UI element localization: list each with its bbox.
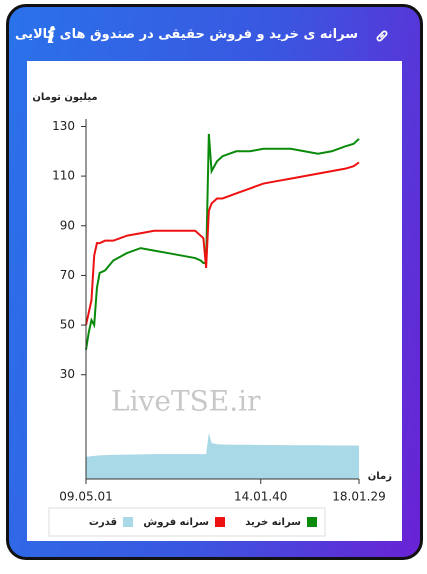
link-icon[interactable] (374, 28, 390, 44)
widget: i سرانه ی خرید و فروش حقیقی در صندوق های… (6, 4, 423, 560)
y-tick-label: 130 (52, 119, 75, 133)
legend-swatch (307, 517, 317, 527)
y-tick-label: 50 (60, 318, 75, 332)
watermark: LiveTSE.ir (111, 385, 261, 418)
legend-swatch (215, 517, 225, 527)
legend-swatch (123, 517, 133, 527)
info-icon[interactable]: i (47, 23, 56, 49)
y-tick-label: 30 (60, 367, 75, 381)
line (85, 161, 360, 326)
title: سرانه ی خرید و فروش حقیقی در صندوق های ک… (14, 27, 358, 42)
area (86, 433, 359, 479)
header: i سرانه ی خرید و فروش حقیقی در صندوق های… (9, 19, 420, 61)
y-tick-label: 110 (52, 169, 75, 183)
y-tick-label: 70 (60, 268, 75, 282)
y-axis-title: میلیون تومان (32, 92, 97, 103)
line (85, 133, 360, 351)
chart: میلیون تومان LiveTSE.ir زمان 30 50 70 90 110… (32, 92, 392, 537)
x-axis-title: زمان (368, 471, 392, 482)
legend-label: سرانه فروش (143, 517, 209, 528)
legend-label: سرانه خرید (245, 517, 301, 528)
chart-panel: میلیون تومان LiveTSE.ir زمان 30 50 70 90 110… (27, 61, 402, 541)
x-tick-label: 14.01.40 (234, 490, 287, 504)
y-tick-label: 90 (60, 218, 75, 232)
legend-label: قدرت (89, 517, 117, 528)
x-tick-label: 18.01.29 (332, 490, 385, 504)
x-tick-label: 09.05.01 (59, 490, 112, 504)
legend (48, 507, 326, 537)
